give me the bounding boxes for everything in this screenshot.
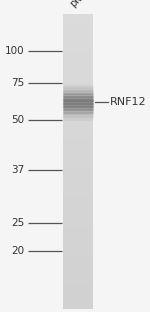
Text: 75: 75 <box>12 78 25 88</box>
Text: 20: 20 <box>12 246 25 256</box>
Text: 100: 100 <box>5 46 25 56</box>
Text: RNF12: RNF12 <box>110 97 146 107</box>
Text: 37: 37 <box>12 165 25 175</box>
Text: placenta: placenta <box>68 0 105 9</box>
Text: 50: 50 <box>12 115 25 125</box>
Text: 25: 25 <box>12 218 25 228</box>
